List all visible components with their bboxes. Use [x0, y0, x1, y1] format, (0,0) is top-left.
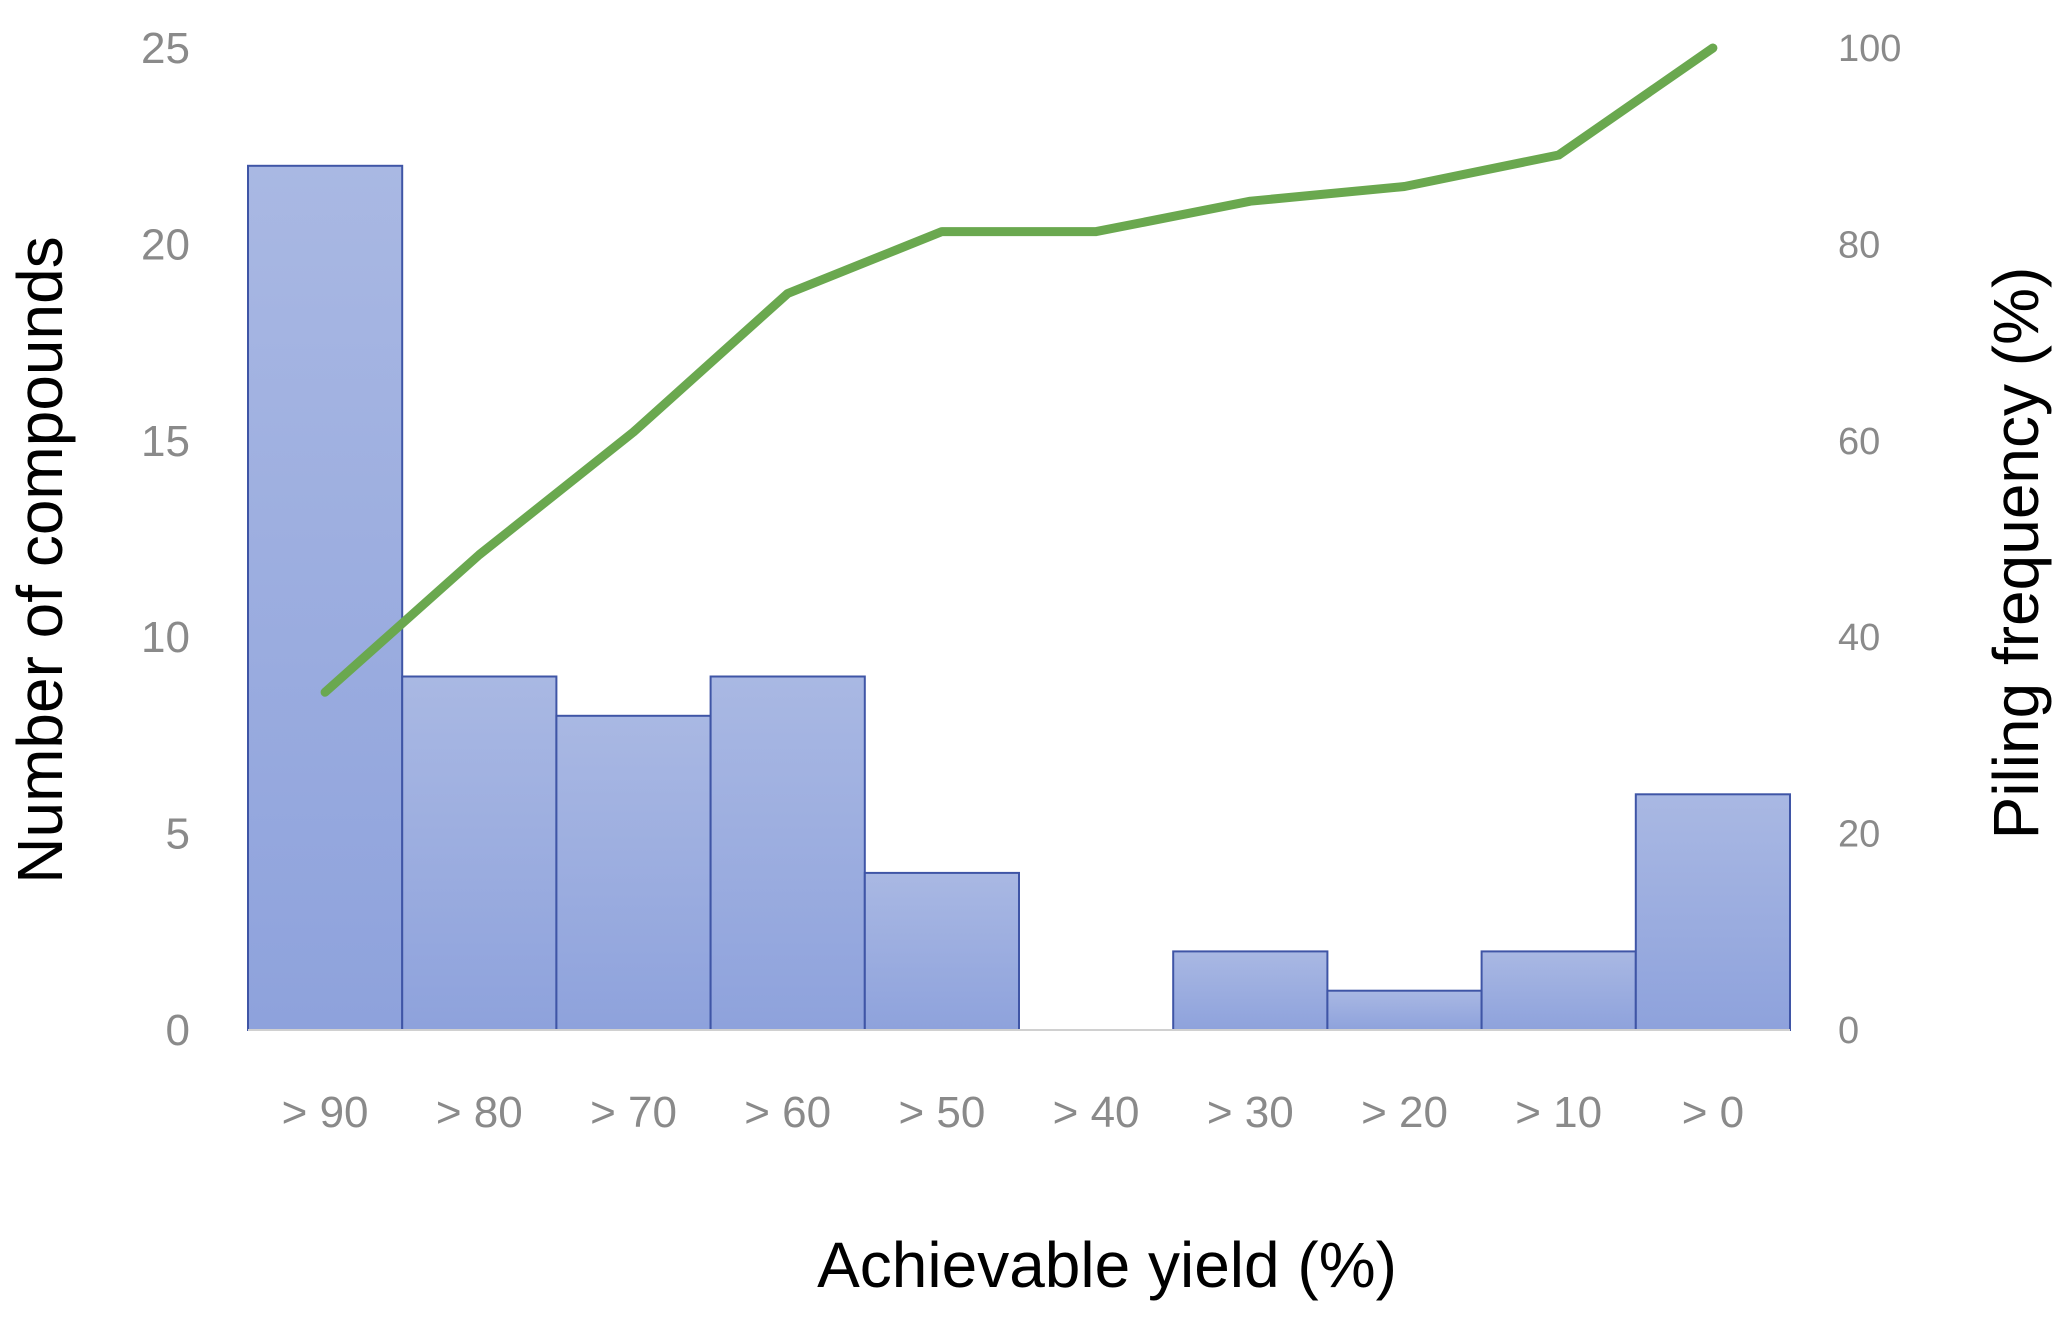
y-tick-label: 20: [141, 220, 190, 269]
bar-9: [1636, 794, 1790, 1030]
y2-tick-label: 80: [1838, 224, 1880, 266]
x-tick-label: > 70: [590, 1088, 677, 1137]
x-tick-label: > 80: [436, 1088, 523, 1137]
y2-tick-label: 100: [1838, 28, 1901, 70]
y-tick-label: 15: [141, 417, 190, 466]
x-axis-title: Achievable yield (%): [817, 1229, 1397, 1301]
x-tick-label: > 50: [898, 1088, 985, 1137]
y-tick-label: 25: [141, 24, 190, 73]
cumulative-line: [325, 48, 1713, 692]
bar-6: [1173, 951, 1327, 1030]
y-axis-title: Number of compounds: [4, 236, 76, 883]
bar-8: [1482, 951, 1636, 1030]
x-axis-ticks: > 90 > 80 > 70 > 60 > 50 > 40 > 30 > 20 > 10 > 0: [282, 1088, 1744, 1137]
y2-tick-label: 60: [1838, 421, 1880, 463]
x-tick-label: > 90: [282, 1088, 369, 1137]
y-tick-label: 10: [141, 613, 190, 662]
y-tick-label: 0: [166, 1006, 190, 1055]
y2-axis-title: Piling frequency (%): [1980, 267, 2052, 840]
left-axis-ticks: 0 5 10 15 20 25: [141, 24, 190, 1055]
x-tick-label: > 40: [1053, 1088, 1140, 1137]
x-tick-label: > 0: [1682, 1088, 1744, 1137]
bar-0: [248, 166, 402, 1030]
y2-tick-label: 0: [1838, 1010, 1859, 1052]
bar-1: [402, 677, 556, 1031]
x-tick-label: > 10: [1515, 1088, 1602, 1137]
right-axis-ticks: 0 20 40 60 80 100: [1838, 28, 1901, 1052]
y2-tick-label: 20: [1838, 814, 1880, 856]
bar-7: [1327, 991, 1481, 1030]
bar-2: [556, 716, 710, 1030]
y-tick-label: 5: [166, 810, 190, 859]
x-tick-label: > 30: [1207, 1088, 1294, 1137]
x-tick-label: > 20: [1361, 1088, 1448, 1137]
line-layer: [325, 48, 1713, 692]
bars-layer: [248, 166, 1790, 1030]
x-tick-label: > 60: [744, 1088, 831, 1137]
y2-tick-label: 40: [1838, 617, 1880, 659]
bar-4: [865, 873, 1019, 1030]
bar-3: [711, 677, 865, 1031]
